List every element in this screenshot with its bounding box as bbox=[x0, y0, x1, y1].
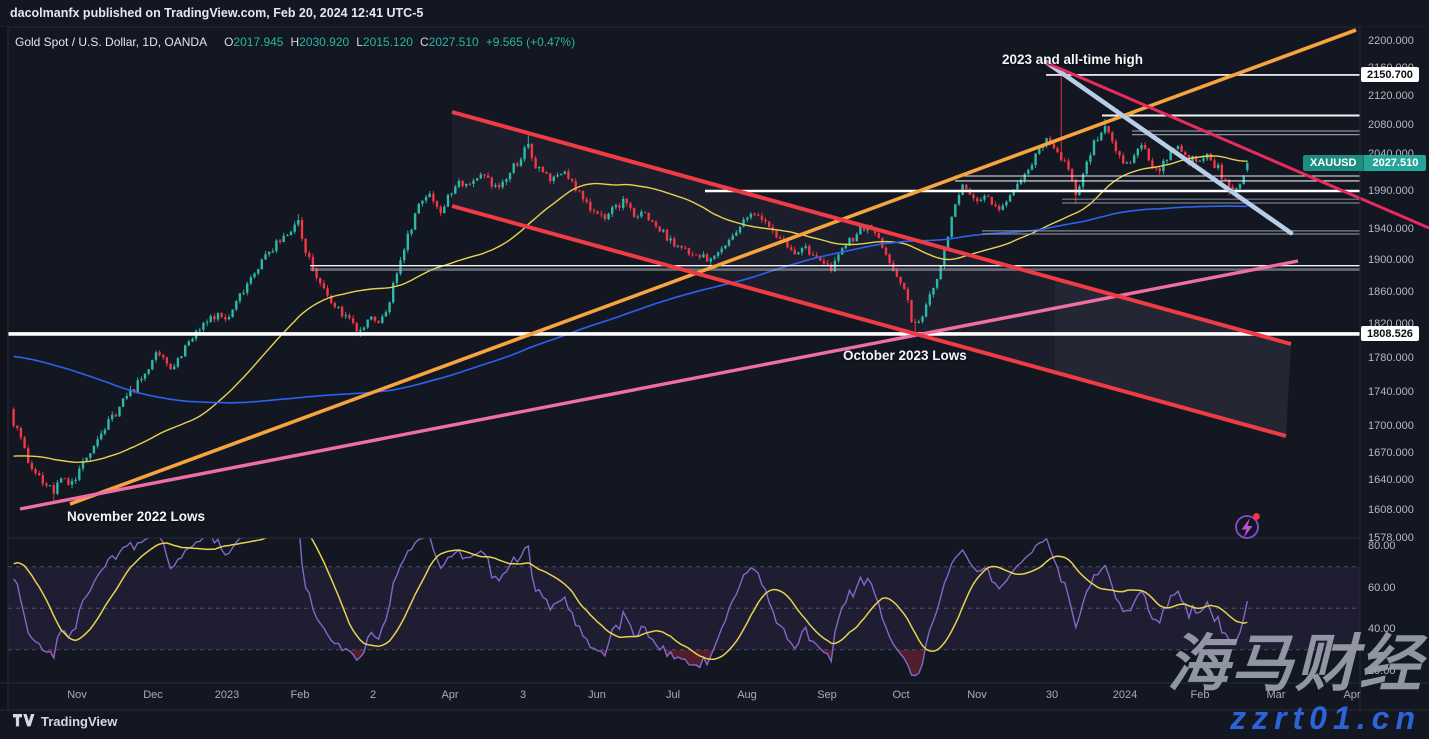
price-tick: 2200.000 bbox=[1368, 35, 1414, 47]
time-tick: 2024 bbox=[1112, 689, 1138, 701]
ohlc-value-C: 2027.510 bbox=[428, 35, 479, 49]
time-tick: Aug bbox=[737, 689, 757, 701]
time-tick: Oct bbox=[892, 689, 910, 701]
ma-slow-line bbox=[13, 205, 1248, 404]
rsi-pane[interactable] bbox=[8, 518, 1360, 677]
rsi-tick: 40.00 bbox=[1368, 623, 1396, 635]
ascending-support-orange[interactable] bbox=[69, 28, 1357, 506]
ticker-symbol: XAUUSD bbox=[1303, 155, 1364, 171]
chart-annotation: October 2023 Lows bbox=[843, 348, 967, 363]
chart-annotation: November 2022 Lows bbox=[67, 509, 206, 524]
time-tick: 2 bbox=[369, 689, 377, 701]
watermark-url: zzrt01.cn bbox=[1230, 700, 1421, 736]
ohlc-value-H: 2030.920 bbox=[299, 35, 350, 49]
time-tick: Feb bbox=[290, 689, 310, 701]
footer-brand[interactable]: TradingView bbox=[13, 714, 117, 729]
time-tick: Dec bbox=[143, 689, 163, 701]
change-value: +9.565 (+0.47%) bbox=[485, 35, 576, 49]
symbol-legend[interactable]: Gold Spot / U.S. Dollar, 1D, OANDA O2017.… bbox=[15, 35, 575, 49]
ohlc-value-O: 2017.945 bbox=[233, 35, 284, 49]
ohlc-key-O: O bbox=[224, 35, 234, 49]
time-tick: Mar bbox=[1266, 689, 1286, 701]
tradingview-logo bbox=[13, 714, 35, 727]
price-level-label: 2150.700 bbox=[1361, 67, 1419, 82]
ticker-last-price: 2027.510 bbox=[1363, 155, 1427, 171]
publish-text: dacolmanfx published on TradingView.com,… bbox=[10, 6, 424, 20]
time-tick: Apr bbox=[1343, 689, 1361, 701]
downtrend-powder-blue[interactable] bbox=[1043, 59, 1294, 236]
channel-fill bbox=[1055, 279, 1291, 436]
time-tick: Apr bbox=[441, 689, 459, 701]
rsi-tick: 20.00 bbox=[1368, 665, 1396, 677]
price-level-label: 1808.526 bbox=[1361, 326, 1419, 341]
price-tick: 1700.000 bbox=[1368, 420, 1414, 432]
price-tick: 2080.000 bbox=[1368, 119, 1414, 131]
main-pane[interactable] bbox=[8, 28, 1360, 511]
time-tick: 3 bbox=[519, 689, 527, 701]
channel-top-red[interactable] bbox=[451, 110, 1292, 346]
rsi-line bbox=[13, 538, 1248, 677]
symbol-title[interactable]: Gold Spot / U.S. Dollar, 1D, OANDA bbox=[15, 35, 208, 49]
ascending-support-pink[interactable] bbox=[19, 259, 1299, 511]
price-tick: 1780.000 bbox=[1368, 352, 1414, 364]
price-tick: 1940.000 bbox=[1368, 223, 1414, 235]
channel-bottom-red[interactable] bbox=[451, 204, 1287, 438]
price-tick: 1640.000 bbox=[1368, 474, 1414, 486]
downtrend-crimson[interactable] bbox=[1046, 61, 1429, 230]
ohlc-key-C: C bbox=[419, 35, 429, 49]
time-tick: 2023 bbox=[214, 689, 240, 701]
rsi-tick: 80.00 bbox=[1368, 540, 1396, 552]
time-tick: Nov bbox=[967, 689, 987, 701]
price-tick: 2120.000 bbox=[1368, 90, 1414, 102]
time-tick: Sep bbox=[817, 689, 837, 701]
time-tick: Jul bbox=[665, 689, 681, 701]
last-price-label: XAUUSD 2027.510 bbox=[1303, 155, 1427, 171]
time-tick: Feb bbox=[1190, 689, 1210, 701]
price-tick: 1860.000 bbox=[1368, 286, 1414, 298]
price-tick: 1608.000 bbox=[1368, 504, 1414, 516]
time-tick: 30 bbox=[1045, 689, 1059, 701]
watermark-cjk: 海马财经 bbox=[1166, 630, 1423, 699]
price-tick: 1900.000 bbox=[1368, 254, 1414, 266]
ohlc-key-L: L bbox=[356, 35, 363, 49]
channel-fill bbox=[452, 112, 1291, 436]
chart-annotation: 2023 and all-time high bbox=[1002, 52, 1144, 67]
lightning-icon bbox=[1235, 513, 1260, 539]
rsi-ma-line bbox=[13, 538, 1248, 661]
price-tick: 1670.000 bbox=[1368, 447, 1414, 459]
ohlc-key-H: H bbox=[290, 35, 300, 49]
price-tick: 1578.000 bbox=[1368, 532, 1414, 544]
price-tick: 1990.000 bbox=[1368, 185, 1414, 197]
price-tick: 1740.000 bbox=[1368, 386, 1414, 398]
tradingview-brand-text: TradingView bbox=[41, 714, 118, 729]
time-tick: Nov bbox=[67, 689, 87, 701]
ohlc-values: O2017.945 H2030.920 L2015.120 C2027.510 bbox=[217, 35, 479, 49]
time-tick: Jun bbox=[588, 689, 606, 701]
ohlc-value-L: 2015.120 bbox=[362, 35, 413, 49]
rsi-tick: 60.00 bbox=[1368, 582, 1396, 594]
publish-bar: dacolmanfx published on TradingView.com,… bbox=[0, 0, 1429, 27]
